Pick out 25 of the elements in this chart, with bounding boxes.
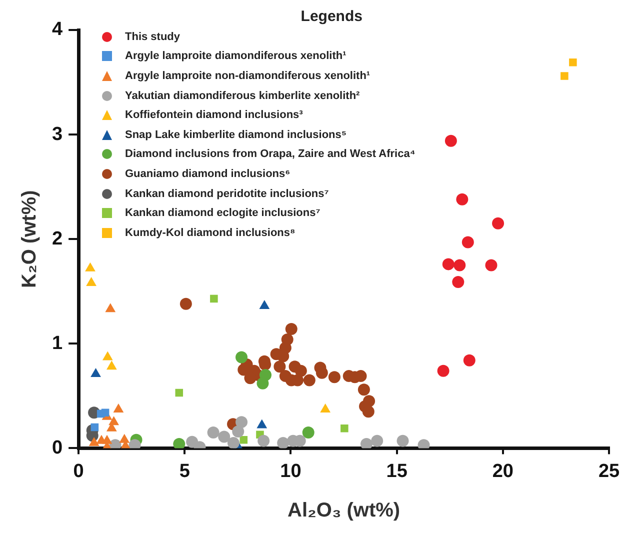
legend-label: Guaniamo diamond inclusions⁶: [125, 168, 290, 180]
legend-label: Koffiefontein diamond inclusions³: [125, 109, 303, 122]
legend-title: Legends: [300, 8, 364, 25]
y-tick-label: 4: [52, 19, 63, 40]
x-tick-label: 10: [280, 460, 302, 482]
legend-label: Argyle lamproite diamondiferous xenolith¹: [125, 50, 346, 62]
x-tick-label: 20: [492, 460, 514, 482]
x-tick-label: 15: [386, 460, 408, 482]
y-tick-label: 2: [52, 228, 63, 250]
legend-label: Argyle lamproite non-diamondiferous xenolith¹: [125, 70, 370, 82]
legend-label: Kumdy-Kol diamond inclusions⁸: [125, 226, 296, 239]
y-axis-title: K₂O (wt%): [18, 190, 41, 288]
x-tick-label: 0: [73, 460, 84, 482]
x-axis-title: Al₂O₃ (wt%): [287, 500, 400, 522]
legend-label: Yakutian diamondiferous kimberlite xenolith²: [125, 90, 360, 102]
y-tick-label: 3: [52, 124, 63, 145]
y-tick-label: 0: [52, 437, 63, 458]
x-tick-label: 5: [179, 460, 190, 482]
legend-label: Kankan diamond peridotite inclusions⁷: [125, 188, 329, 200]
legend-label: Kankan diamond eclogite inclusions⁷: [125, 207, 320, 220]
x-tick-label: 25: [598, 460, 620, 482]
legend-label: Snap Lake kimberlite diamond inclusions⁵: [125, 128, 347, 141]
legend-label: This study: [125, 30, 180, 43]
legend-label: Diamond inclusions from Orapa, Zaire and West Africa⁴: [125, 148, 416, 160]
y-tick-label: 1: [52, 332, 63, 354]
